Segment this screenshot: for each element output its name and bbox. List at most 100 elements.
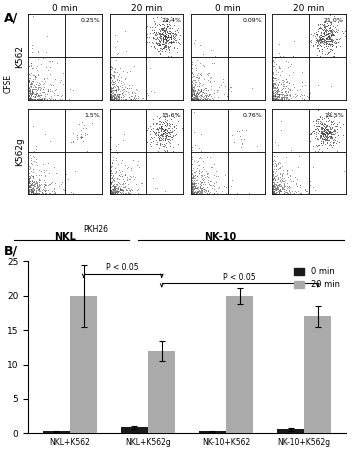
Point — [273, 159, 278, 167]
Point — [328, 27, 333, 34]
Point — [270, 73, 276, 81]
Point — [197, 153, 203, 161]
Point — [162, 126, 168, 133]
Point — [42, 187, 48, 195]
Point — [279, 171, 285, 179]
Point — [126, 190, 131, 197]
Point — [207, 91, 212, 99]
Point — [337, 118, 342, 125]
Point — [112, 32, 118, 39]
Point — [282, 189, 287, 197]
Point — [191, 178, 197, 185]
Point — [160, 28, 166, 35]
Point — [332, 130, 337, 137]
Point — [168, 128, 174, 136]
Point — [320, 37, 326, 45]
Point — [159, 124, 165, 132]
Point — [270, 79, 276, 87]
Point — [119, 189, 125, 196]
Point — [109, 94, 114, 101]
Point — [282, 176, 288, 184]
Point — [202, 173, 208, 180]
Point — [68, 138, 73, 145]
Point — [156, 29, 162, 37]
Point — [326, 142, 331, 149]
Point — [34, 66, 39, 74]
Point — [31, 93, 37, 101]
Point — [28, 59, 34, 67]
Point — [108, 96, 114, 103]
Point — [109, 88, 114, 95]
Point — [325, 38, 331, 45]
Point — [159, 123, 165, 130]
Point — [166, 129, 171, 136]
Point — [165, 125, 170, 132]
Point — [196, 95, 201, 102]
Point — [166, 22, 171, 29]
Point — [113, 157, 119, 164]
Point — [325, 42, 331, 49]
Point — [321, 21, 327, 28]
Point — [112, 186, 117, 193]
Point — [189, 181, 195, 188]
Point — [162, 32, 168, 40]
Point — [166, 36, 171, 44]
Point — [190, 190, 195, 197]
Point — [159, 26, 165, 33]
Point — [271, 94, 276, 102]
Point — [322, 136, 328, 143]
Point — [161, 127, 167, 135]
Point — [202, 84, 208, 92]
Point — [163, 43, 168, 51]
Point — [118, 190, 124, 198]
Point — [273, 54, 278, 62]
Point — [270, 82, 276, 89]
Point — [35, 70, 41, 77]
Point — [290, 177, 295, 185]
Point — [174, 49, 180, 56]
Point — [151, 128, 157, 136]
Point — [196, 167, 202, 175]
Point — [115, 96, 121, 103]
Point — [173, 30, 179, 38]
Point — [171, 44, 177, 51]
Point — [302, 81, 307, 89]
Point — [27, 93, 32, 101]
Point — [199, 91, 204, 98]
Point — [190, 86, 195, 93]
Point — [315, 115, 321, 122]
Point — [27, 80, 33, 87]
Point — [29, 86, 35, 94]
Point — [288, 94, 294, 102]
Point — [327, 34, 333, 41]
Point — [310, 117, 316, 124]
Point — [289, 147, 294, 154]
Point — [30, 123, 36, 130]
Point — [317, 36, 323, 43]
Point — [30, 179, 35, 186]
Point — [82, 130, 88, 137]
Point — [165, 29, 170, 37]
Point — [117, 172, 123, 180]
Point — [112, 190, 117, 198]
Point — [43, 48, 49, 56]
Point — [110, 91, 116, 99]
Y-axis label: K562g: K562g — [15, 137, 24, 166]
Point — [200, 183, 206, 191]
Point — [316, 24, 322, 31]
Point — [49, 178, 55, 185]
Point — [110, 157, 115, 164]
Point — [284, 91, 289, 98]
Point — [153, 38, 159, 46]
Point — [153, 28, 159, 36]
Point — [273, 95, 279, 102]
Point — [189, 91, 195, 98]
Point — [281, 78, 287, 85]
Point — [151, 28, 157, 36]
Point — [118, 93, 124, 101]
Point — [194, 187, 200, 195]
Point — [320, 133, 326, 140]
Point — [190, 96, 196, 103]
Point — [327, 128, 333, 135]
Point — [211, 185, 217, 192]
